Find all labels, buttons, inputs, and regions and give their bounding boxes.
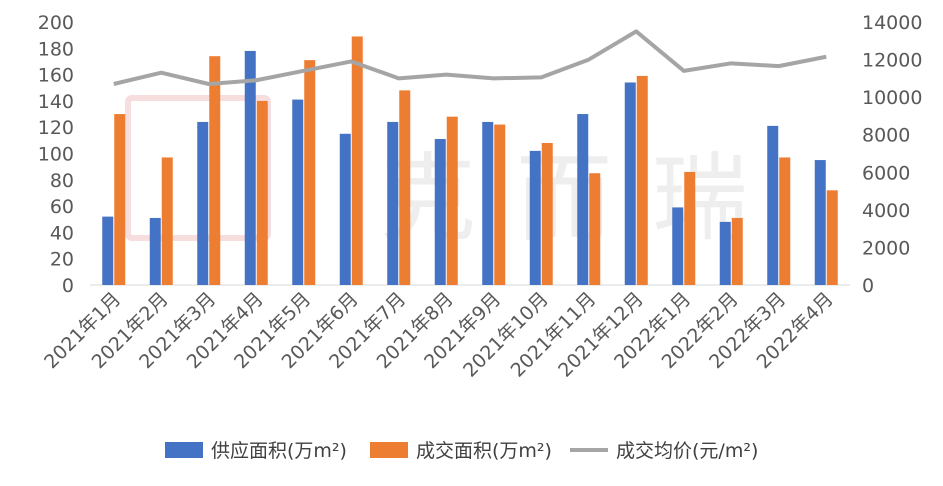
deal-bar-6 — [351, 36, 363, 286]
deal-bar-15 — [779, 157, 791, 285]
y-tick-label: 40 — [50, 222, 74, 244]
y-tick-label: 200 — [38, 12, 74, 34]
legend: 供应面积(万m²) 成交面积(万m²) 成交均价(元/m²) — [165, 440, 758, 462]
y2-tick-label: 8000 — [862, 125, 910, 147]
deal-bar-11 — [589, 173, 601, 285]
x-tick-labels: 2021年1月2021年2月2021年3月2021年4月2021年5月2021年… — [40, 288, 838, 382]
legend-label-1: 供应面积(万m²) — [211, 440, 347, 462]
axes: 0204060801001201401601802000200040006000… — [38, 12, 923, 297]
bars — [102, 36, 838, 286]
deal-bar-7 — [399, 90, 411, 285]
deal-bar-14 — [731, 217, 743, 285]
legend-swatch-2 — [370, 442, 408, 458]
y-tick-label: 0 — [62, 275, 74, 297]
legend-label-3: 成交均价(元/m²) — [616, 440, 758, 462]
y-tick-label: 180 — [38, 38, 74, 60]
supply-bar-6 — [339, 133, 351, 285]
y-tick-label: 140 — [38, 91, 74, 113]
deal-bar-12 — [636, 75, 648, 285]
deal-bar-13 — [684, 171, 696, 285]
price-line-path — [113, 29, 827, 86]
supply-bar-4 — [244, 50, 256, 286]
deal-bar-1 — [114, 114, 126, 285]
y2-tick-label: 4000 — [862, 200, 910, 222]
supply-bar-13 — [672, 207, 684, 285]
y2-tick-label: 2000 — [862, 237, 910, 259]
y-tick-label: 100 — [38, 144, 74, 166]
price-line — [113, 29, 827, 86]
y-tick-label: 80 — [50, 170, 74, 192]
supply-bar-15 — [767, 125, 779, 285]
supply-bar-9 — [482, 121, 494, 285]
y-tick-label: 120 — [38, 117, 74, 139]
y2-tick-label: 6000 — [862, 162, 910, 184]
supply-bar-1 — [102, 216, 114, 285]
deal-bar-9 — [494, 124, 506, 285]
deal-bar-3 — [209, 56, 221, 285]
legend-label-2: 成交面积(万m²) — [416, 440, 552, 462]
y-tick-label: 60 — [50, 196, 74, 218]
y-tick-label: 160 — [38, 65, 74, 87]
supply-bar-14 — [719, 221, 731, 285]
legend-swatch-1 — [165, 442, 203, 458]
deal-bar-10 — [541, 142, 553, 285]
supply-bar-12 — [624, 82, 636, 286]
supply-bar-10 — [529, 150, 541, 285]
supply-bar-11 — [577, 114, 589, 285]
supply-bar-2 — [149, 217, 161, 285]
supply-bar-16 — [814, 160, 826, 285]
y-tick-label: 20 — [50, 249, 74, 271]
deal-bar-4 — [256, 100, 268, 286]
y2-tick-label: 0 — [862, 275, 874, 297]
supply-bar-7 — [387, 121, 399, 285]
deal-bar-5 — [304, 60, 316, 286]
supply-bar-3 — [197, 121, 209, 285]
deal-bar-8 — [446, 116, 458, 286]
deal-bar-16 — [826, 190, 838, 285]
supply-bar-5 — [292, 99, 304, 286]
y2-tick-label: 10000 — [862, 87, 922, 109]
y2-tick-label: 14000 — [862, 12, 922, 34]
deal-bar-2 — [161, 157, 173, 285]
supply-bar-8 — [434, 139, 446, 285]
y2-tick-label: 12000 — [862, 50, 922, 72]
